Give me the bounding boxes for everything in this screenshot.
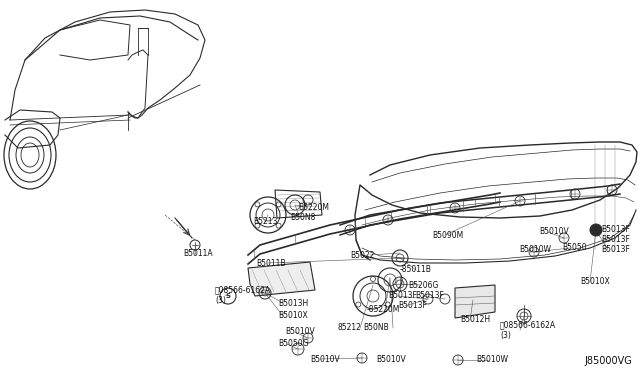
Text: B5050: B5050 [562, 244, 587, 253]
Polygon shape [275, 190, 322, 218]
Text: 85212: 85212 [338, 324, 362, 333]
Circle shape [590, 224, 602, 236]
Text: B5010X: B5010X [278, 311, 308, 321]
Text: B5013F: B5013F [398, 301, 427, 311]
Text: B50N8: B50N8 [290, 214, 316, 222]
Text: B5011A: B5011A [183, 250, 212, 259]
Text: Ⓝ08566-6162A
(3): Ⓝ08566-6162A (3) [500, 320, 556, 340]
Text: B5013H: B5013H [278, 298, 308, 308]
Text: B5013F: B5013F [415, 292, 444, 301]
Text: B5010W: B5010W [476, 356, 508, 365]
Text: B5011B: B5011B [256, 259, 285, 267]
Text: J85000VG: J85000VG [584, 356, 632, 366]
Text: B5013F: B5013F [388, 292, 417, 301]
Text: B50NB: B50NB [363, 324, 388, 333]
Text: B5010V: B5010V [539, 228, 569, 237]
Text: B5013F: B5013F [601, 225, 630, 234]
Text: S: S [225, 293, 230, 299]
Text: Ⓝ08566-6162A
(3): Ⓝ08566-6162A (3) [215, 285, 271, 305]
Text: B5010W: B5010W [519, 246, 551, 254]
Polygon shape [455, 285, 495, 318]
Text: B5013F: B5013F [601, 246, 630, 254]
Text: B5010V: B5010V [376, 356, 406, 365]
Text: -85220M: -85220M [367, 305, 401, 314]
Text: B5022: B5022 [350, 250, 374, 260]
Text: B5220M: B5220M [298, 202, 329, 212]
Polygon shape [248, 262, 315, 296]
Text: B5213: B5213 [253, 218, 277, 227]
Text: B5090M: B5090M [432, 231, 463, 240]
Text: B5050G: B5050G [278, 340, 308, 349]
Text: B5013F: B5013F [601, 235, 630, 244]
Text: B5010V: B5010V [285, 327, 315, 337]
Text: -85011B: -85011B [400, 266, 432, 275]
Text: B5206G: B5206G [408, 280, 438, 289]
Text: B5012H: B5012H [460, 315, 490, 324]
Text: B5010X: B5010X [580, 278, 610, 286]
Text: B5010V: B5010V [310, 355, 340, 363]
